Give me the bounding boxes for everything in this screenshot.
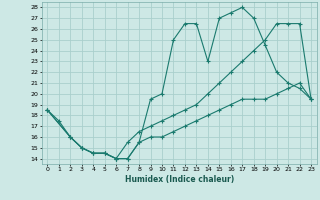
X-axis label: Humidex (Indice chaleur): Humidex (Indice chaleur) (124, 175, 234, 184)
